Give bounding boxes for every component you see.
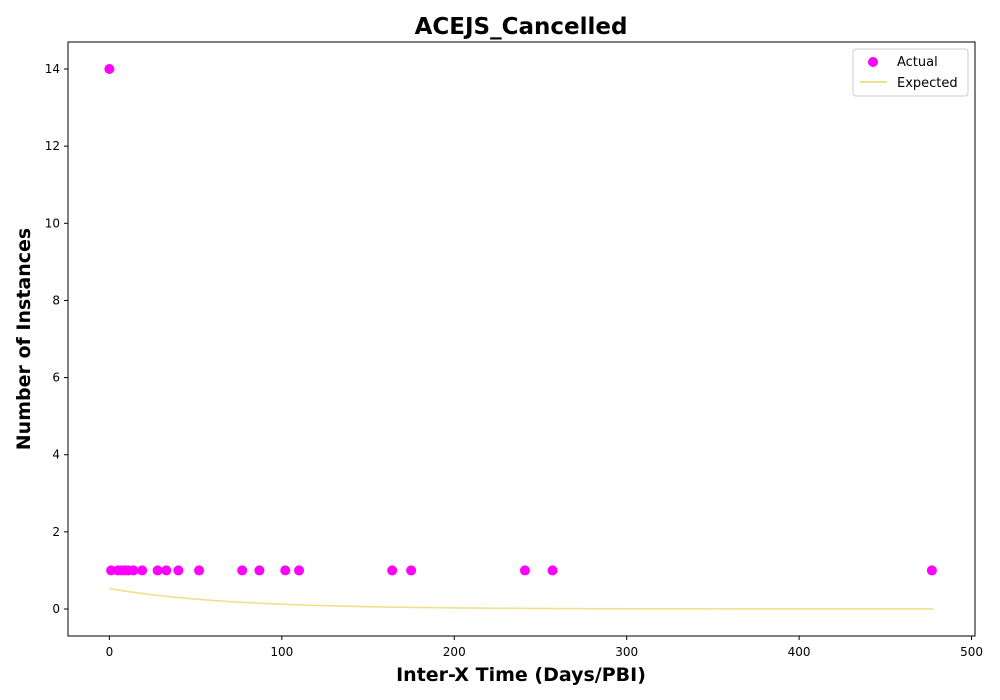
x-axis: 0 100 200 300 400 500 <box>106 636 983 659</box>
x-tick-label: 400 <box>788 645 811 659</box>
data-point <box>547 565 558 576</box>
y-tick-label: 4 <box>52 448 60 462</box>
x-tick-label: 100 <box>270 645 293 659</box>
x-axis-label: Inter-X Time (Days/PBI) <box>396 664 646 686</box>
legend-label-expected: Expected <box>897 76 958 91</box>
expected-curve <box>109 587 934 610</box>
data-point <box>519 565 530 576</box>
y-tick-label: 6 <box>52 371 60 385</box>
data-point <box>254 565 265 576</box>
data-point <box>280 565 291 576</box>
y-tick-label: 8 <box>52 293 60 307</box>
y-axis-label: Number of Instances <box>13 228 35 450</box>
data-point <box>106 565 117 576</box>
y-axis: 0 2 4 6 8 10 12 14 <box>45 62 68 616</box>
legend: Actual Expected <box>852 48 969 97</box>
legend-label-actual: Actual <box>897 55 938 70</box>
data-point <box>237 565 248 576</box>
data-point <box>137 565 148 576</box>
data-point <box>926 565 937 576</box>
x-tick-label: 0 <box>106 645 114 659</box>
data-point <box>104 64 115 74</box>
y-tick-label: 2 <box>52 525 60 539</box>
x-tick-label: 500 <box>960 645 983 659</box>
legend-marker-actual <box>868 57 878 67</box>
y-tick-label: 0 <box>52 602 60 616</box>
data-point <box>294 565 305 576</box>
plot-area <box>104 64 937 610</box>
data-point <box>387 565 398 576</box>
data-point <box>161 565 172 576</box>
plot-frame <box>67 41 976 637</box>
y-tick-label: 10 <box>45 216 60 230</box>
data-point <box>194 565 205 576</box>
y-tick-label: 14 <box>45 62 60 76</box>
x-tick-label: 300 <box>615 645 638 659</box>
y-tick-label: 12 <box>45 139 60 153</box>
data-point <box>152 565 163 576</box>
data-point <box>128 565 139 576</box>
x-tick-label: 200 <box>443 645 466 659</box>
chart-title: ACEJS_Cancelled <box>415 14 628 40</box>
data-point <box>173 565 184 576</box>
data-point <box>406 565 417 576</box>
legend-box <box>852 48 969 97</box>
